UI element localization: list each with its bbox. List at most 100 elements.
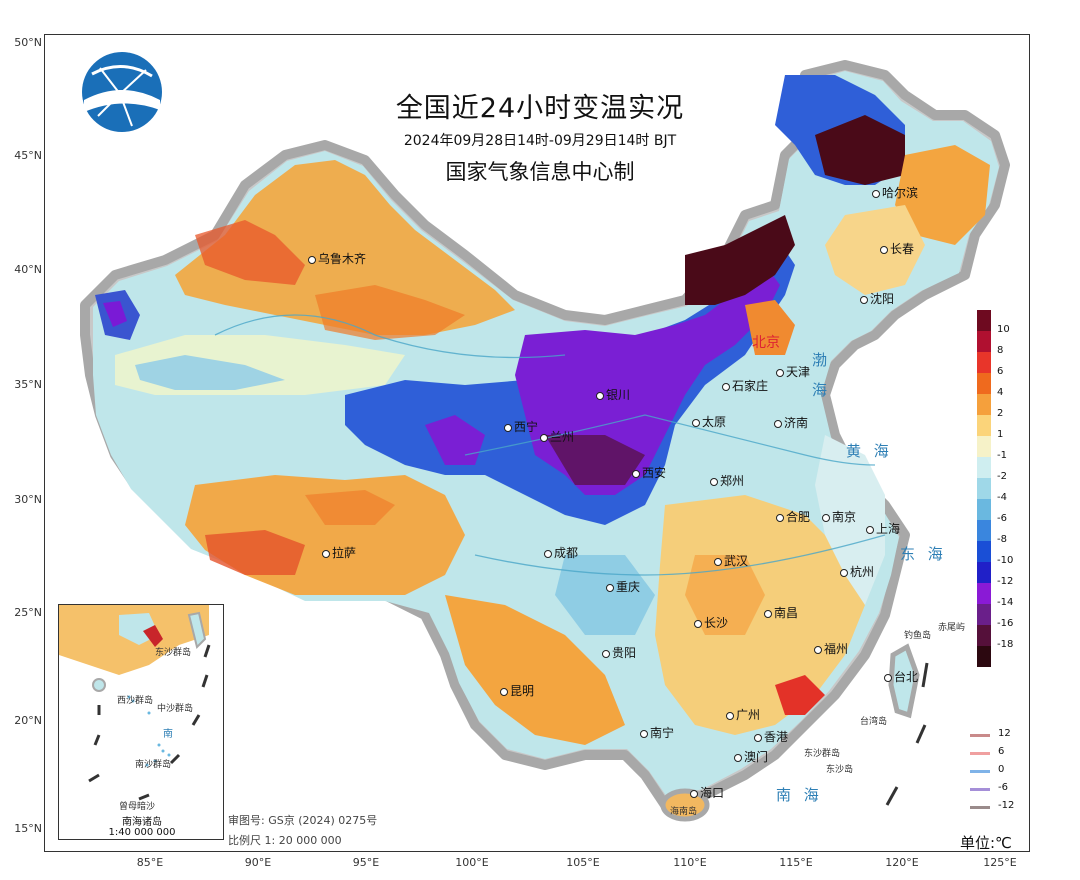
inset-title: 南海诸岛: [122, 817, 162, 828]
colorbar-label: -16: [997, 618, 1014, 629]
inset-label: 南沙群岛: [135, 760, 172, 770]
contour-line-swatch: [970, 752, 990, 755]
latitude-label-30: 30°N: [14, 493, 42, 506]
colorbar-swatch: [977, 415, 991, 436]
colorbar-swatch: [977, 394, 991, 415]
city-label: 郑州: [710, 472, 744, 489]
contour-line-swatch: [970, 806, 990, 809]
colorbar-swatch: [977, 478, 991, 499]
unit-label: 单位:℃: [960, 834, 1012, 852]
colorbar-label: 1: [997, 429, 1004, 440]
inset-label: 中沙群岛: [157, 704, 194, 714]
map-issuer: 国家气象信息中心制: [445, 160, 635, 184]
city-label: 银川: [596, 386, 630, 403]
city-label: 天津: [776, 363, 810, 380]
island-label: 台湾岛: [860, 717, 888, 727]
city-label: 南宁: [640, 724, 674, 741]
latitude-label-45: 45°N: [14, 149, 42, 162]
city-label: 澳门: [734, 748, 768, 765]
city-label: 拉萨: [322, 544, 356, 561]
city-label-capital: 北京: [752, 335, 780, 351]
island-label: 东沙岛: [826, 765, 854, 775]
longitude-label-125: 125°E: [983, 856, 1017, 869]
contour-line-swatch: [970, 734, 990, 737]
city-label: 石家庄: [722, 377, 768, 394]
city-label: 西宁: [504, 418, 538, 435]
longitude-label-105: 105°E: [566, 856, 600, 869]
city-label: 重庆: [606, 578, 640, 595]
inset-map: [59, 605, 211, 801]
city-label: 广州: [726, 706, 760, 723]
city-label: 海口: [690, 784, 724, 801]
contour-legend-row: -12: [968, 800, 1048, 814]
colorbar-swatch: [977, 646, 991, 667]
sea-label-south: 南 海: [776, 786, 823, 804]
city-label: 西安: [632, 464, 666, 481]
contour-legend-label: -6: [998, 782, 1008, 793]
inset-label: 曾母暗沙: [119, 802, 156, 812]
inset-sea-label: 南: [163, 729, 173, 740]
colorbar-label: 8: [997, 345, 1004, 356]
colorbar-swatch: [977, 583, 991, 604]
latitude-label-35: 35°N: [14, 378, 42, 391]
inset-label: 西沙群岛: [117, 696, 154, 706]
colorbar-label: -18: [997, 639, 1014, 650]
contour-line-swatch: [970, 770, 990, 773]
contour-line-swatch: [970, 788, 990, 791]
contour-legend-label: 0: [998, 764, 1005, 775]
city-label: 济南: [774, 414, 808, 431]
south-china-sea-inset: 东沙群岛 西沙群岛 中沙群岛 南沙群岛 曾母暗沙 南 南海诸岛 1:40 000…: [58, 604, 224, 840]
scale-text: 比例尺 1: 20 000 000: [228, 834, 342, 847]
city-label: 杭州: [840, 563, 874, 580]
longitude-label-95: 95°E: [352, 856, 380, 869]
colorbar-label: 6: [997, 366, 1004, 377]
longitude-label-110: 110°E: [673, 856, 707, 869]
city-label: 长春: [880, 240, 914, 257]
colorbar-swatch: [977, 331, 991, 352]
longitude-label-85: 85°E: [136, 856, 164, 869]
city-label: 长沙: [694, 614, 728, 631]
city-label: 合肥: [776, 508, 810, 525]
colorbar-swatch: [977, 562, 991, 583]
longitude-label-115: 115°E: [779, 856, 813, 869]
latitude-label-50: 50°N: [14, 36, 42, 49]
colorbar-label: 2: [997, 408, 1004, 419]
city-label: 武汉: [714, 552, 748, 569]
longitude-label-120: 120°E: [885, 856, 919, 869]
city-label: 太原: [692, 413, 726, 430]
island-label: 钓鱼岛: [904, 631, 932, 641]
colorbar-label: 10: [997, 324, 1010, 335]
longitude-label-90: 90°E: [244, 856, 272, 869]
island-label: 赤尾屿: [938, 623, 966, 633]
cma-logo-icon: [82, 52, 162, 132]
city-label: 成都: [544, 544, 578, 561]
city-label: 贵阳: [602, 644, 636, 661]
island-label: 海南岛: [670, 807, 698, 817]
map-time-range: 2024年09月28日14时-09月29日14时 BJT: [403, 133, 677, 149]
city-label: 香港: [754, 728, 788, 745]
colorbar-swatch: [977, 457, 991, 478]
contour-legend-label: -12: [998, 800, 1015, 811]
inset-label: 东沙群岛: [155, 648, 192, 658]
map-title: 全国近24小时变温实况: [395, 93, 685, 124]
colorbar-swatch: [977, 499, 991, 520]
colorbar-swatch: [977, 436, 991, 457]
colorbar-swatch: [977, 310, 991, 331]
inset-scale: 1:40 000 000: [108, 827, 176, 838]
contour-legend-label: 6: [998, 746, 1005, 757]
latitude-label-20: 20°N: [14, 714, 42, 727]
colorbar-label: 4: [997, 387, 1004, 398]
contour-legend-row: 6: [968, 746, 1048, 760]
colorbar-swatch: [977, 541, 991, 562]
colorbar-swatch: [977, 520, 991, 541]
city-label: 台北: [884, 668, 918, 685]
colorbar-label: -4: [997, 492, 1007, 503]
colorbar-label: -8: [997, 534, 1007, 545]
contour-legend-label: 12: [998, 728, 1011, 739]
city-label: 乌鲁木齐: [308, 250, 366, 267]
approval-number: 审图号: GS京 (2024) 0275号: [228, 814, 378, 827]
sea-label-bohai-1: 渤: [812, 351, 832, 369]
colorbar-swatch: [977, 352, 991, 373]
latitude-label-15: 15°N: [14, 822, 42, 835]
contour-legend-row: 0: [968, 764, 1048, 778]
